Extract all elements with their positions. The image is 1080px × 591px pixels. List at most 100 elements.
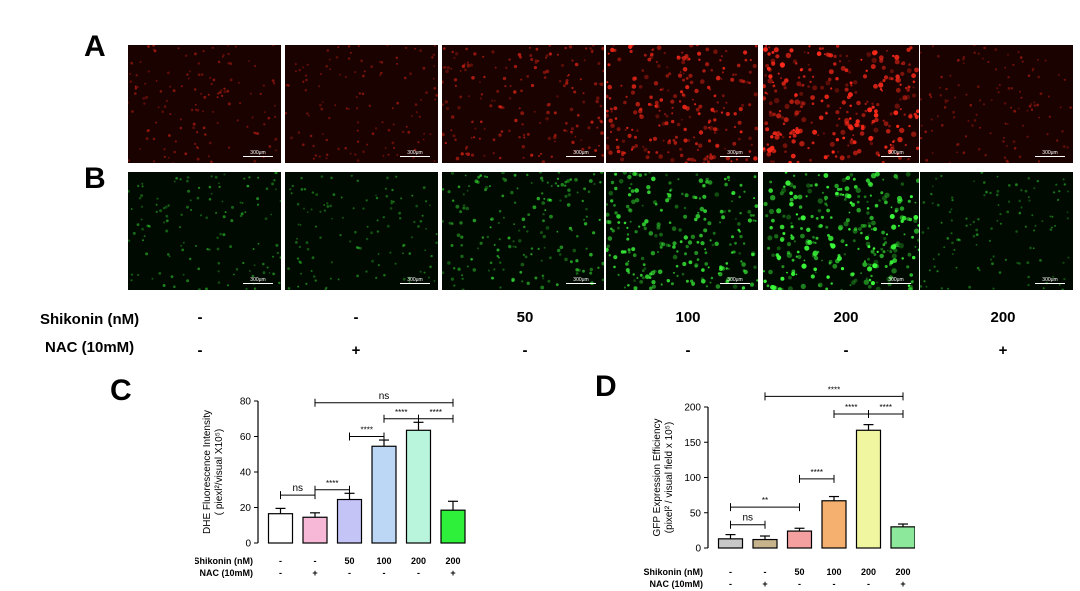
shikonin-value: 50 xyxy=(344,556,354,566)
shikonin-value: 100 xyxy=(826,567,841,577)
shikonin-value: 200 xyxy=(895,567,910,577)
shikonin-value: 200 xyxy=(411,556,426,566)
significance-label: **** xyxy=(845,403,857,412)
panel-letter-b: B xyxy=(84,162,106,195)
scale-bar: 300μm xyxy=(1035,277,1065,284)
bar xyxy=(890,526,915,549)
shikonin-value: - xyxy=(314,556,317,566)
red-image-5: 300μm xyxy=(763,45,919,163)
green-image-1: 300μm xyxy=(128,172,281,290)
significance-label: ns xyxy=(742,513,753,524)
scale-bar: 300μm xyxy=(720,150,750,157)
shikonin-value: - xyxy=(197,309,203,326)
nac-value: + xyxy=(900,579,905,589)
bar xyxy=(336,498,363,544)
significance-label: ** xyxy=(762,496,768,505)
nac-value: - xyxy=(383,568,386,578)
nac-value: + xyxy=(351,342,361,359)
shikonin-value: 50 xyxy=(794,567,804,577)
bar xyxy=(267,513,294,544)
green-image-3: 300μm xyxy=(442,172,604,290)
scale-bar: 300μm xyxy=(243,277,273,284)
y-tick-label: 200 xyxy=(684,403,701,414)
significance-label: **** xyxy=(880,403,892,412)
significance-label: ns xyxy=(292,483,303,494)
nac-value: - xyxy=(685,342,691,359)
bar xyxy=(821,500,847,549)
nac-value: + xyxy=(998,342,1008,359)
shikonin-row-label: Shikonin (nM) xyxy=(40,311,140,328)
y-tick-label: 50 xyxy=(690,508,702,519)
green-image-4: 300μm xyxy=(606,172,758,290)
significance-label: ns xyxy=(379,391,390,402)
red-image-2: 300μm xyxy=(285,45,438,163)
bar xyxy=(752,538,778,549)
scale-bar: 300μm xyxy=(1035,150,1065,157)
scale-bar: 300μm xyxy=(400,277,430,284)
shikonin-value: 200 xyxy=(990,309,1016,326)
shikonin-value: - xyxy=(353,309,359,326)
significance-label: **** xyxy=(326,479,338,488)
shikonin-value: - xyxy=(729,567,732,577)
bar xyxy=(302,516,328,544)
significance-label: **** xyxy=(430,408,442,417)
shikonin-value: 200 xyxy=(445,556,460,566)
nac-value: + xyxy=(450,568,455,578)
nac-value: - xyxy=(729,579,732,589)
shikonin-value: - xyxy=(764,567,767,577)
scale-bar: 300μm xyxy=(243,150,273,157)
y-axis-label-units: ( piexl²/visual X10⁵) xyxy=(214,429,225,515)
nac-row-label: NAC (10mM) xyxy=(199,568,253,578)
chart-d-gfp: 0 50 100 150 200 GFP Expression Efficiency (pi… xyxy=(644,385,915,589)
y-tick-label: 100 xyxy=(684,473,701,484)
shikonin-value: 100 xyxy=(675,309,701,326)
nac-value: - xyxy=(843,342,849,359)
bar xyxy=(440,509,466,544)
bar xyxy=(405,429,432,544)
nac-value: - xyxy=(522,342,528,359)
red-image-3: 300μm xyxy=(442,45,604,163)
green-image-5: 300μm xyxy=(763,172,919,290)
shikonin-value: 200 xyxy=(833,309,859,326)
shikonin-row-label: Shikonin (nM) xyxy=(195,556,253,566)
red-image-6: 300μm xyxy=(920,45,1073,163)
scale-bar: 300μm xyxy=(881,277,911,284)
green-image-6: 300μm xyxy=(920,172,1073,290)
y-axis-label: GFP Expression Efficiency xyxy=(652,418,663,536)
nac-value: + xyxy=(762,579,767,589)
green-image-2: 300μm xyxy=(285,172,438,290)
scale-bar: 300μm xyxy=(566,277,596,284)
chart-c-dhe: 0 20 40 60 80 DHE Fluorescence Intensity( pie… xyxy=(195,391,466,578)
y-tick-label: 0 xyxy=(245,539,251,550)
red-image-4: 300μm xyxy=(606,45,758,163)
y-tick-label: 20 xyxy=(240,503,252,514)
nac-row-label: NAC (10mM) xyxy=(45,339,135,356)
scale-bar: 300μm xyxy=(400,150,430,157)
significance-label: **** xyxy=(395,408,407,417)
bar xyxy=(855,429,882,549)
shikonin-value: 100 xyxy=(376,556,391,566)
nac-value: - xyxy=(197,342,203,359)
y-tick-label: 60 xyxy=(240,432,252,443)
nac-value: - xyxy=(867,579,870,589)
scale-bar: 300μm xyxy=(720,277,750,284)
significance-label: **** xyxy=(811,468,823,477)
y-axis-label: DHE Fluorescence Intensity xyxy=(202,410,213,534)
nac-value: - xyxy=(279,568,282,578)
significance-label: **** xyxy=(361,426,373,435)
shikonin-value: - xyxy=(279,556,282,566)
nac-value: - xyxy=(833,579,836,589)
significance-label: **** xyxy=(828,385,840,394)
nac-value: - xyxy=(798,579,801,589)
shikonin-value: 50 xyxy=(516,309,534,326)
y-axis-label-units: (pixel² / visual field x 10⁵) xyxy=(664,422,675,533)
panel-letter-d: D xyxy=(595,370,617,403)
panel-letter-a: A xyxy=(84,30,106,63)
bar xyxy=(717,538,744,549)
red-image-1: 300μm xyxy=(128,45,281,163)
y-tick-label: 0 xyxy=(695,544,701,555)
nac-value: - xyxy=(417,568,420,578)
y-tick-label: 150 xyxy=(684,438,701,449)
nac-value: + xyxy=(312,568,317,578)
panel-letter-c: C xyxy=(110,374,132,407)
